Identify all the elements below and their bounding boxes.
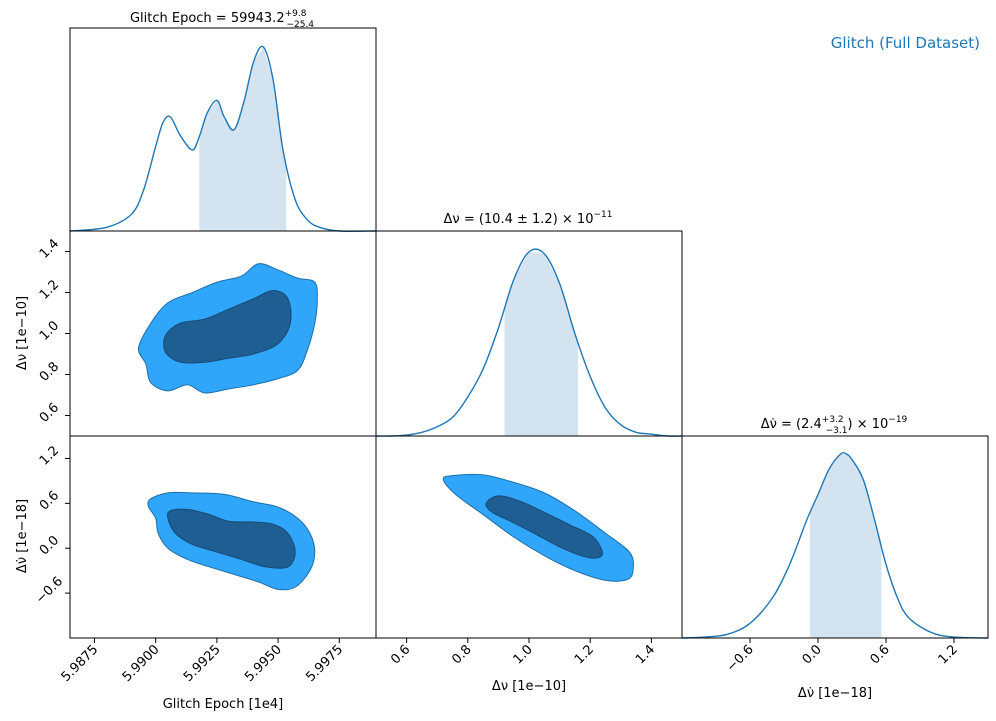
dnudot-title: Δν̇ = (2.4+3.2 −3.1) × 10−19: [761, 415, 908, 436]
contour-68: [163, 289, 292, 364]
y-tick-label: 0.6: [37, 400, 62, 425]
x-tick-label: 5.9900: [120, 642, 163, 685]
panel-dnu-vs-epoch: [69, 230, 377, 437]
x-tick-label: 1.4: [633, 642, 658, 667]
marginal-curve: [69, 45, 377, 232]
credible-interval-band: [504, 251, 578, 436]
credible-interval-band: [199, 47, 287, 231]
x-tick-label: 1.0: [511, 642, 536, 667]
x-tick-label: 0.6: [868, 642, 893, 667]
x-tick-label: 5.9925: [181, 642, 224, 685]
y-tick-label: 0.8: [37, 359, 62, 384]
dnu-title: Δν = (10.4 ± 1.2) × 10−11: [444, 210, 613, 227]
legend-label: Glitch (Full Dataset): [831, 34, 980, 52]
x-tick-label: 5.9875: [59, 642, 102, 685]
dnudot-y-label: Δν̇ [1e−18]: [15, 499, 30, 573]
marginal-curve: [681, 451, 989, 639]
dnu-x-label: Δν [1e−10]: [492, 679, 566, 694]
y-tick-label: 1.2: [37, 443, 62, 468]
dnudot-x-label: Δν̇ [1e−18]: [798, 686, 872, 701]
panel-dnu-marginal: [375, 230, 683, 437]
x-tick-label: 1.2: [572, 642, 597, 667]
y-tick-label: 1.4: [37, 236, 62, 261]
contour-68: [485, 495, 603, 559]
x-tick-label: 5.9975: [303, 642, 346, 685]
contour-68: [166, 508, 296, 569]
marginal-curve: [375, 248, 683, 437]
epoch-title: Glitch Epoch = 59943.2+9.8 −25.4: [130, 9, 314, 30]
y-tick-label: 1.2: [37, 277, 62, 302]
x-tick-label: 5.9950: [242, 642, 285, 685]
dnu-y-label: Δν [1e−10]: [15, 296, 30, 370]
panel-epoch-marginal: [69, 27, 377, 232]
x-tick-label: 0.8: [449, 642, 474, 667]
panel-dnudot-vs-dnu: [375, 435, 683, 639]
y-tick-label: 1.0: [37, 318, 62, 343]
epoch-x-label: Glitch Epoch [1e4]: [163, 697, 284, 712]
panel-dnudot-marginal: [681, 435, 989, 639]
x-tick-label: 0.0: [800, 642, 825, 667]
y-tick-label: −0.6: [33, 574, 66, 607]
credible-interval-band: [810, 454, 882, 638]
x-tick-label: 0.6: [388, 642, 413, 667]
y-tick-label: 0.6: [37, 488, 62, 513]
x-tick-label: −0.6: [724, 642, 757, 675]
panel-dnudot-vs-epoch: [69, 435, 377, 639]
x-tick-label: 1.2: [936, 642, 961, 667]
y-tick-label: 0.0: [37, 533, 62, 558]
